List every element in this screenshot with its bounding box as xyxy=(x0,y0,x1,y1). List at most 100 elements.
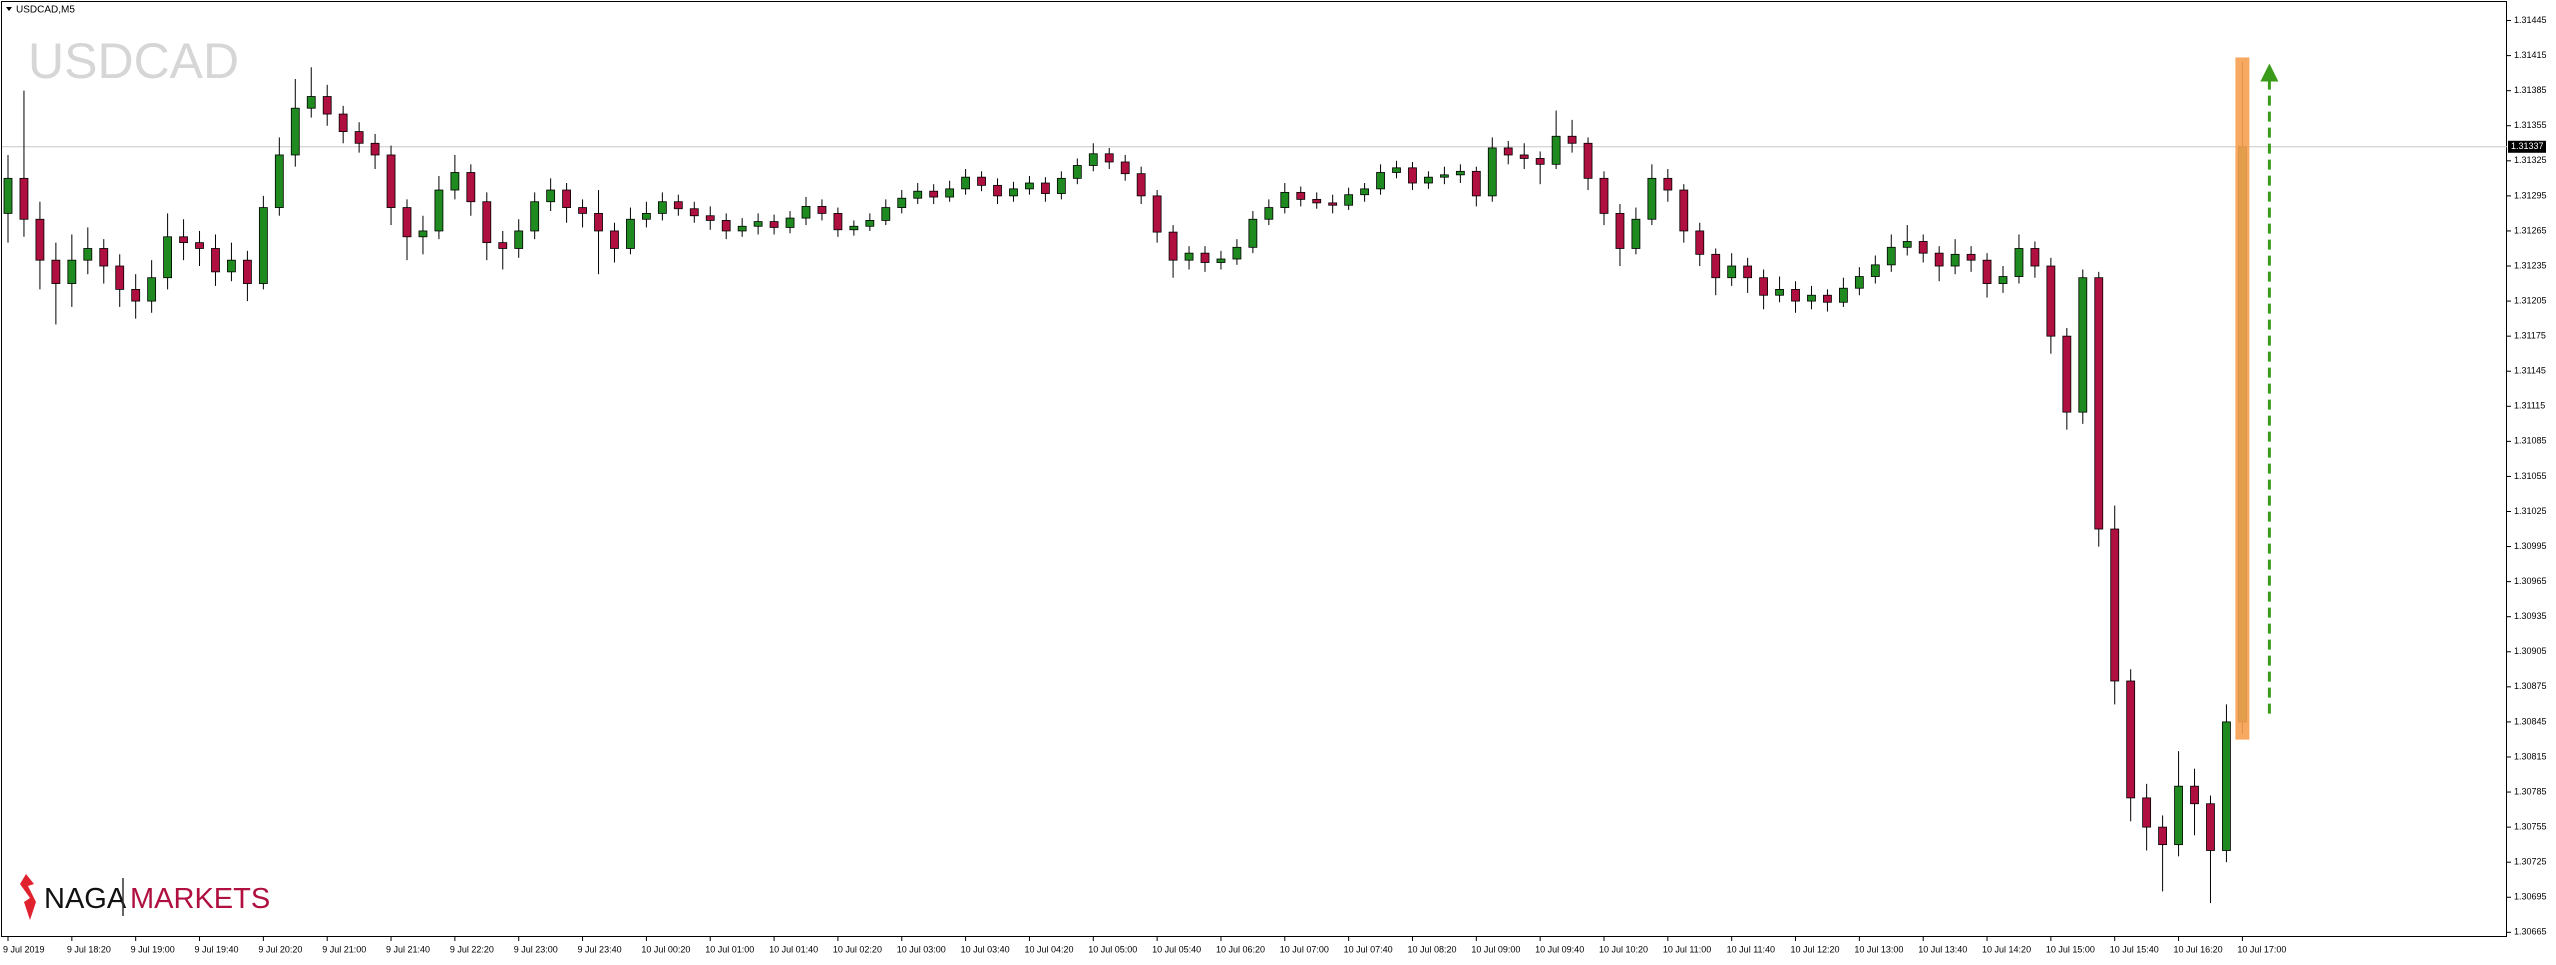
x-tick-label: 10 Jul 12:20 xyxy=(1791,944,1840,954)
candle-body xyxy=(769,221,779,228)
x-tick-label: 10 Jul 00:20 xyxy=(641,944,690,954)
candle-body xyxy=(1775,288,1784,296)
candle-body xyxy=(1934,252,1944,267)
x-tick-label: 10 Jul 07:00 xyxy=(1280,944,1329,954)
candle-body xyxy=(865,220,875,227)
x-tick-label: 9 Jul 19:00 xyxy=(131,944,175,954)
candle-body xyxy=(1056,177,1066,194)
candle-body xyxy=(67,259,77,284)
y-tick-label: 1.30665 xyxy=(2514,927,2547,937)
candle-body xyxy=(1392,167,1401,173)
candle-body xyxy=(546,189,556,203)
candle-body xyxy=(689,208,699,217)
candle-body xyxy=(2094,277,2104,530)
annotations xyxy=(2235,57,2279,740)
candle-body xyxy=(1679,189,1689,232)
x-tick-label: 10 Jul 03:00 xyxy=(897,944,946,954)
candle-body xyxy=(1168,231,1178,261)
y-tick-label: 1.30695 xyxy=(2514,892,2547,902)
x-tick-label: 10 Jul 09:00 xyxy=(1471,944,1520,954)
candle-body xyxy=(2046,265,2056,337)
y-tick-label: 1.31205 xyxy=(2514,295,2547,305)
candle-body xyxy=(2206,803,2215,851)
x-tick-label: 9 Jul 22:20 xyxy=(450,944,494,954)
watermark: USDCAD xyxy=(28,33,239,89)
candle-body xyxy=(1695,230,1705,255)
x-tick-label: 9 Jul 23:40 xyxy=(578,944,622,954)
candle-body xyxy=(993,184,1002,197)
candle-body xyxy=(2158,826,2168,846)
candle-body xyxy=(19,177,29,220)
candle-body xyxy=(2014,248,2024,277)
candle-body xyxy=(434,189,444,232)
candle-body xyxy=(1503,147,1513,156)
arrow-head xyxy=(2260,63,2279,82)
candle-body xyxy=(83,248,93,261)
candle-body xyxy=(1328,202,1338,206)
x-tick-label: 9 Jul 18:20 xyxy=(67,944,111,954)
x-tick-label: 10 Jul 17:00 xyxy=(2237,944,2286,954)
candle-body xyxy=(306,96,316,109)
candle-body xyxy=(1519,154,1529,159)
candle-body xyxy=(626,218,635,249)
candle-body xyxy=(2062,335,2072,413)
candle-body xyxy=(737,225,747,232)
candle-body xyxy=(673,201,683,210)
candle-body xyxy=(594,213,603,232)
x-tick-label: 10 Jul 10:20 xyxy=(1599,944,1648,954)
candle-body xyxy=(929,190,939,198)
candle-body xyxy=(1615,213,1625,249)
x-tick-label: 10 Jul 14:20 xyxy=(1982,944,2031,954)
candle-body xyxy=(2142,797,2152,828)
y-tick-label: 1.30725 xyxy=(2514,857,2547,867)
y-tick-label: 1.31235 xyxy=(2514,260,2547,270)
logo-icon xyxy=(20,874,36,920)
candle-body xyxy=(354,131,364,144)
menu-icon[interactable] xyxy=(6,7,12,11)
y-tick-label: 1.31175 xyxy=(2514,331,2546,341)
candle-body xyxy=(1886,246,1896,266)
x-tick-label: 10 Jul 01:00 xyxy=(705,944,754,954)
candle-body xyxy=(1088,153,1098,166)
candle-body xyxy=(785,217,795,228)
candle-body xyxy=(1200,252,1210,263)
y-tick-label: 1.30995 xyxy=(2514,541,2547,551)
candle-body xyxy=(1902,241,1912,248)
x-tick-label: 10 Jul 15:00 xyxy=(2046,944,2095,954)
candle-body xyxy=(562,189,571,208)
candle-body xyxy=(1918,241,1928,254)
candle-body xyxy=(1663,177,1673,191)
candle-body xyxy=(1424,176,1433,184)
candle-body xyxy=(1535,158,1545,165)
x-tick-label: 9 Jul 20:20 xyxy=(258,944,302,954)
candle-body xyxy=(1104,153,1114,163)
y-tick-label: 1.31445 xyxy=(2514,15,2547,25)
candle-body xyxy=(1870,264,1880,277)
y-tick-label: 1.31415 xyxy=(2514,50,2547,60)
candle-body xyxy=(147,277,157,302)
candle-body xyxy=(1264,207,1274,220)
logo: NAGA MARKETS xyxy=(20,874,270,920)
candle-body xyxy=(35,218,45,261)
candle-body xyxy=(2126,680,2136,799)
candle-body xyxy=(817,205,827,214)
candle-body xyxy=(849,225,859,231)
x-tick-label: 10 Jul 09:40 xyxy=(1535,944,1584,954)
candle-body xyxy=(1727,265,1737,279)
candle-body xyxy=(1839,287,1848,303)
candle-body xyxy=(833,213,843,231)
y-tick-label: 1.31115 xyxy=(2514,401,2545,411)
x-tick-label: 9 Jul 19:40 xyxy=(195,944,239,954)
candle-body xyxy=(1823,294,1832,303)
candle-body xyxy=(1248,218,1258,248)
candle-body xyxy=(1072,165,1082,179)
x-tick-label: 10 Jul 07:40 xyxy=(1344,944,1393,954)
price-label: 1.31337 xyxy=(2511,141,2544,151)
candle-body xyxy=(514,230,524,249)
y-tick-label: 1.30875 xyxy=(2514,681,2547,691)
candle-body xyxy=(1025,182,1034,190)
candle-body xyxy=(227,259,236,273)
y-tick-label: 1.30785 xyxy=(2514,786,2547,796)
